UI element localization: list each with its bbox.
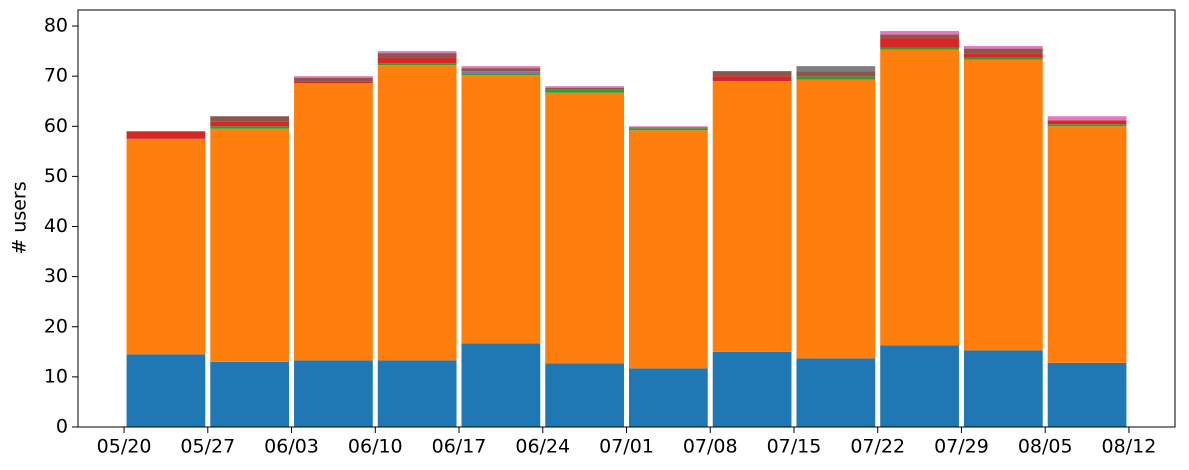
bar-segment [461, 71, 541, 74]
bar-segment [545, 363, 624, 427]
bar-segment [880, 47, 959, 50]
bar-segment [1047, 120, 1127, 125]
bar-segment [461, 66, 541, 69]
bar-segment [126, 131, 206, 139]
x-tick-label: 06/17 [432, 436, 487, 458]
bar-segment [210, 361, 290, 427]
bar-segment [377, 63, 457, 66]
bar-segment [210, 126, 290, 129]
y-tick-label: 80 [44, 15, 68, 37]
y-axis-label: # users [9, 181, 31, 254]
bar-segment [461, 75, 541, 344]
bar-segment [796, 71, 876, 77]
bar-segment [294, 83, 373, 361]
x-tick-label: 06/24 [515, 436, 570, 458]
bar-segment [880, 38, 959, 48]
bar-segment [796, 79, 876, 359]
y-tick-label: 70 [44, 65, 68, 87]
bar-segment [294, 76, 373, 78]
bar-segment [377, 360, 457, 427]
bar-segment [796, 66, 876, 72]
bar-segment [629, 368, 708, 427]
bar-segment [629, 128, 708, 131]
bar-segment [294, 81, 373, 84]
x-tick-label: 07/01 [599, 436, 654, 458]
bar-segment [963, 48, 1043, 54]
y-tick-label: 20 [44, 315, 68, 337]
bar-segment [629, 127, 708, 129]
y-tick-label: 0 [56, 416, 68, 438]
bar-segment [377, 53, 457, 58]
bar-segment [963, 46, 1043, 49]
y-tick-label: 40 [44, 215, 68, 237]
bar-segment [1047, 116, 1127, 121]
bar-segment [880, 31, 959, 35]
bar-segment [126, 138, 206, 355]
bar-segment [545, 92, 624, 364]
bar-segment [377, 57, 457, 64]
y-tick-label: 50 [44, 165, 68, 187]
x-tick-label: 08/12 [1102, 436, 1157, 458]
x-tick-label: 05/20 [97, 436, 152, 458]
bar-segment [461, 343, 541, 427]
x-tick-label: 06/03 [264, 436, 319, 458]
x-tick-label: 08/05 [1018, 436, 1073, 458]
x-tick-label: 06/10 [348, 436, 403, 458]
bar-segment [712, 351, 792, 427]
bar-segment [880, 49, 959, 346]
bar-segment [712, 71, 792, 77]
x-tick-label: 07/15 [767, 436, 822, 458]
bar-segment [963, 53, 1043, 58]
bar-segment [210, 128, 290, 362]
bar-segment [377, 51, 457, 54]
bar-segment [1047, 126, 1127, 363]
bar-segment [210, 116, 290, 122]
bar-segment [545, 86, 624, 88]
bar-segment [796, 358, 876, 427]
bar-segment [377, 65, 457, 361]
y-tick-label: 30 [44, 265, 68, 287]
bar-segment [294, 77, 373, 82]
bar-segment [545, 89, 624, 93]
y-tick-label: 60 [44, 115, 68, 137]
bar-segment [545, 87, 624, 90]
bar-segment [210, 121, 290, 127]
y-tick-label: 10 [44, 365, 68, 387]
bar-segment [1047, 124, 1127, 127]
bar-segment [963, 350, 1043, 427]
plot-frame [77, 9, 1176, 428]
bar-segment [294, 360, 373, 427]
bar-segment [880, 34, 959, 39]
bar-segment [461, 73, 541, 76]
bar-segment [1047, 362, 1127, 427]
bar-segment [963, 59, 1043, 351]
bar-segment [629, 126, 708, 128]
bar-segment [126, 354, 206, 427]
x-tick-label: 05/27 [180, 436, 235, 458]
x-tick-label: 07/29 [934, 436, 989, 458]
bar-segment [880, 345, 959, 427]
x-tick-label: 07/22 [850, 436, 905, 458]
x-tick-label: 07/08 [683, 436, 738, 458]
bar-segment [712, 76, 792, 82]
bar-segment [963, 57, 1043, 60]
bar-segment [461, 68, 541, 72]
bar-segment [796, 76, 876, 80]
bar-segment [629, 130, 708, 369]
bar-segment [712, 81, 792, 352]
